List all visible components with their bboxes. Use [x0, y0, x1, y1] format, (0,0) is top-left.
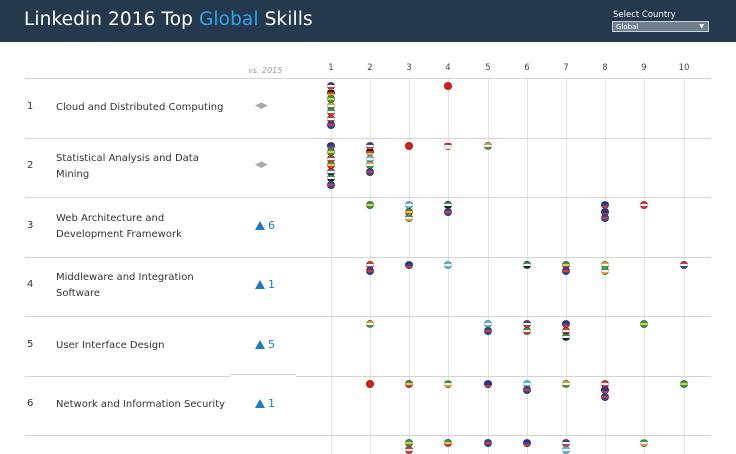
country-flag-gb-icon[interactable] [601, 392, 609, 401]
country-flag-br-icon[interactable] [680, 379, 688, 388]
country-flag-gb-icon[interactable] [523, 386, 531, 394]
country-flag-ar-icon[interactable] [562, 445, 570, 454]
row-separator [230, 374, 296, 375]
rank-change: 1 [255, 397, 275, 410]
skill-name: Network and Information Security [56, 399, 226, 411]
row-separator [296, 376, 711, 377]
column-header: 5 [485, 63, 491, 73]
country-flag-gb-icon[interactable] [327, 180, 335, 189]
country-flag-gb-icon[interactable] [601, 214, 609, 222]
country-flag-cn-icon[interactable] [366, 379, 374, 388]
row-rank: 3 [27, 219, 34, 231]
country-flag-gb-icon[interactable] [484, 326, 492, 335]
rank-change-value: 5 [268, 337, 275, 351]
gridline [488, 78, 489, 454]
country-flag-cn-icon[interactable] [405, 141, 413, 150]
country-flag-br-icon[interactable] [640, 320, 648, 328]
chevron-down-icon[interactable]: ▼ [699, 23, 704, 30]
column-header: 3 [406, 63, 412, 73]
rank-change-value: 1 [268, 278, 275, 292]
country-flag-za-icon[interactable] [444, 439, 452, 447]
country-flag-ca-icon[interactable] [640, 201, 648, 209]
skill-name: Cloud and Distributed Computing [56, 101, 224, 113]
rank-change: 5 [255, 338, 275, 351]
header-bar: Linkedin 2016 Top Global Skills Select C… [0, 0, 736, 42]
rank-change: 1 [255, 278, 275, 291]
country-flag-br-icon[interactable] [366, 201, 374, 209]
column-header: 7 [563, 63, 569, 73]
row-separator [25, 376, 230, 377]
page-title: Linkedin 2016 Top Global Skills [24, 9, 313, 30]
country-flag-ar-icon[interactable] [444, 260, 452, 269]
skill-name: Middleware and Integration Software [56, 272, 194, 300]
country-flag-ae-icon[interactable] [562, 333, 570, 341]
row-separator [25, 78, 711, 79]
column-header: 8 [602, 63, 608, 73]
column-header: 1 [328, 63, 334, 73]
gridline [331, 78, 332, 454]
row-separator [25, 316, 711, 317]
country-flag-gb-icon[interactable] [484, 439, 492, 447]
skill-name: Web Architecture and Development Framewo… [56, 212, 182, 240]
skill-name: User Interface Design [56, 339, 165, 351]
no-change-arrows-icon: ◀▶ [255, 160, 268, 171]
country-flag-cn-icon[interactable] [444, 82, 452, 90]
country-flag-au-icon[interactable] [523, 439, 531, 447]
up-triangle-icon [255, 399, 265, 409]
country-flag-in-icon[interactable] [366, 320, 374, 328]
skill-name: Statistical Analysis and Data Mining [56, 153, 199, 181]
country-flag-gb-icon[interactable] [366, 267, 374, 275]
up-triangle-icon [255, 220, 265, 230]
country-flag-ie-icon[interactable] [601, 267, 609, 275]
row-rank: 2 [27, 160, 34, 172]
rank-change-value: 6 [268, 218, 275, 232]
column-header: 6 [524, 63, 530, 73]
up-triangle-icon [255, 339, 265, 349]
country-flag-ie-icon[interactable] [405, 214, 413, 222]
row-separator [25, 435, 711, 436]
country-select[interactable]: Global ▼ [612, 21, 709, 32]
country-flag-ae-icon[interactable] [523, 260, 531, 269]
gridline [644, 78, 645, 454]
country-flag-sg-icon[interactable] [444, 141, 452, 150]
column-header: 9 [641, 63, 647, 73]
country-flag-ca-icon[interactable] [405, 445, 413, 454]
country-flag-gb-icon[interactable] [366, 167, 374, 176]
row-rank: 4 [27, 279, 34, 291]
row-rank: 1 [27, 100, 34, 112]
country-flag-in-icon[interactable] [562, 379, 570, 388]
country-select-label: Select Country [613, 10, 676, 20]
row-rank: 5 [27, 338, 34, 350]
column-header: 2 [367, 63, 373, 73]
country-flag-au-icon[interactable] [405, 260, 413, 269]
country-flag-za-icon[interactable] [405, 379, 413, 388]
row-separator [25, 138, 711, 139]
country-flag-nz-icon[interactable] [484, 379, 492, 388]
no-change-arrows-icon: ◀▶ [255, 100, 268, 111]
country-flag-in-icon[interactable] [484, 141, 492, 150]
country-flag-gb-icon[interactable] [562, 267, 570, 275]
country-flag-ie-icon[interactable] [444, 379, 452, 388]
country-flag-gb-icon[interactable] [444, 207, 452, 216]
row-separator [25, 197, 711, 198]
vs-2015-label: vs. 2015 [248, 66, 283, 75]
row-rank: 6 [27, 398, 34, 410]
country-flag-nl-icon[interactable] [680, 260, 688, 269]
row-separator [25, 257, 711, 258]
country-flag-ie-icon[interactable] [640, 439, 648, 447]
column-header: 4 [445, 63, 451, 73]
column-header: 10 [678, 63, 690, 73]
country-select-value: Global [616, 23, 639, 31]
country-flag-gb-icon[interactable] [327, 121, 335, 129]
rank-change-value: 1 [268, 397, 275, 411]
rank-change: 6 [255, 219, 275, 232]
country-flag-it-icon[interactable] [523, 326, 531, 335]
up-triangle-icon [255, 280, 265, 290]
